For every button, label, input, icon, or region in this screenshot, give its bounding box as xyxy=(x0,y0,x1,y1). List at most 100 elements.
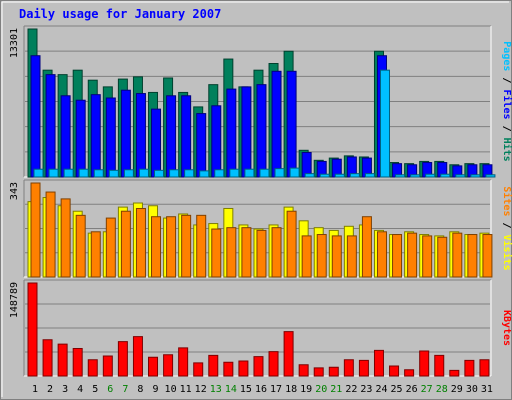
bar-kbytes-day-21 xyxy=(328,366,339,377)
bar-sites-day-2 xyxy=(45,191,56,278)
bar-pages-day-5 xyxy=(93,169,104,178)
bar-files-day-8 xyxy=(135,93,146,178)
bar-pages-day-22 xyxy=(349,173,360,178)
x-tick-label: 6 xyxy=(107,384,113,395)
x-tick-label: 4 xyxy=(77,384,83,395)
bar-files-day-14 xyxy=(226,88,237,178)
bar-sites-day-27 xyxy=(422,235,433,278)
bar-sites-day-24 xyxy=(376,231,387,278)
bar-kbytes-day-3 xyxy=(57,343,68,377)
bar-kbytes-day-13 xyxy=(208,354,219,377)
bar-kbytes-day-12 xyxy=(193,362,204,377)
bar-kbytes-day-15 xyxy=(238,360,249,377)
panel-series-label: Pages / Files / Hits xyxy=(501,41,512,161)
bar-pages-day-14 xyxy=(229,168,240,178)
x-tick-label: 20 xyxy=(315,384,327,395)
bar-kbytes-day-30 xyxy=(464,359,475,377)
chart-title: Daily usage for January 2007 xyxy=(19,7,221,21)
panel-series-label-part: KBytes xyxy=(501,310,512,346)
bar-sites-day-13 xyxy=(211,228,222,278)
bar-pages-day-29 xyxy=(455,174,466,178)
x-tick-label: 12 xyxy=(195,384,207,395)
bar-pages-day-7 xyxy=(123,169,134,178)
x-tick-label: 1 xyxy=(32,384,38,395)
bar-kbytes-day-5 xyxy=(87,359,98,377)
x-tick-label: 31 xyxy=(481,384,493,395)
panel-series-label-part: Visits xyxy=(501,235,512,271)
bar-pages-day-4 xyxy=(78,168,89,178)
bar-sites-day-21 xyxy=(331,235,342,278)
bar-pages-day-23 xyxy=(364,173,375,178)
x-tick-label: 8 xyxy=(137,384,143,395)
bar-kbytes-day-1 xyxy=(27,282,38,377)
x-tick-label: 21 xyxy=(330,384,342,395)
bar-sites-day-25 xyxy=(392,234,403,278)
bar-files-day-11 xyxy=(181,95,192,178)
x-tick-label: 23 xyxy=(360,384,372,395)
x-tick-label: 26 xyxy=(406,384,418,395)
x-tick-label: 30 xyxy=(466,384,478,395)
bar-pages-day-10 xyxy=(169,169,180,178)
bar-pages-day-24 xyxy=(379,69,390,178)
bar-kbytes-day-23 xyxy=(358,359,369,377)
bar-sites-day-29 xyxy=(452,232,463,278)
x-tick-label: 15 xyxy=(240,384,252,395)
x-tick-label: 18 xyxy=(285,384,297,395)
bar-kbytes-day-28 xyxy=(434,354,445,377)
x-tick-label: 13 xyxy=(210,384,222,395)
x-tick-label: 19 xyxy=(300,384,312,395)
bar-pages-day-17 xyxy=(274,168,285,178)
panel-series-label-part: / xyxy=(501,120,512,138)
x-tick-label: 11 xyxy=(180,384,192,395)
x-tick-label: 16 xyxy=(255,384,267,395)
bar-files-day-16 xyxy=(256,84,267,178)
bar-sites-day-5 xyxy=(90,231,101,278)
bar-kbytes-day-16 xyxy=(253,356,264,377)
bar-sites-day-6 xyxy=(105,217,116,278)
x-tick-label: 5 xyxy=(92,384,98,395)
bar-files-day-1 xyxy=(30,55,41,178)
bar-pages-day-21 xyxy=(334,173,345,178)
bar-files-day-17 xyxy=(271,70,282,178)
panel-series-label-part: Pages xyxy=(501,41,512,71)
bar-sites-day-17 xyxy=(271,227,282,278)
panel-kbytes: 148789 KBytes xyxy=(9,279,512,377)
bar-pages-day-20 xyxy=(319,173,330,178)
bar-kbytes-day-18 xyxy=(283,331,294,377)
bar-sites-day-28 xyxy=(437,236,448,278)
panel-series-label: KBytes xyxy=(501,310,512,346)
bar-sites-day-22 xyxy=(346,235,357,278)
bar-sites-day-9 xyxy=(151,216,162,278)
bar-pages-day-12 xyxy=(199,170,210,178)
bar-files-day-18 xyxy=(286,70,297,178)
bar-kbytes-day-4 xyxy=(72,347,83,377)
bar-pages-day-2 xyxy=(48,168,59,178)
bar-sites-day-31 xyxy=(482,234,493,278)
bar-sites-day-19 xyxy=(301,235,312,278)
bar-files-day-13 xyxy=(211,105,222,178)
bar-pages-day-30 xyxy=(470,174,481,178)
bar-sites-day-7 xyxy=(120,210,131,278)
bar-kbytes-day-27 xyxy=(419,350,430,377)
bar-files-day-6 xyxy=(105,97,116,178)
bar-sites-day-10 xyxy=(166,216,177,278)
panel-series-label-part: / xyxy=(501,71,512,89)
bar-files-day-10 xyxy=(166,95,177,178)
bar-pages-day-11 xyxy=(184,169,195,178)
x-tick-label: 17 xyxy=(270,384,282,395)
bar-sites-day-14 xyxy=(226,227,237,278)
bar-kbytes-day-11 xyxy=(178,347,189,377)
bar-kbytes-day-10 xyxy=(163,354,174,377)
bar-files-day-12 xyxy=(196,113,207,178)
panel-series-label-part: Files xyxy=(501,89,512,119)
bar-files-day-4 xyxy=(75,99,86,178)
panel-hits-files-pages: 13301 Pages / Files / Hits xyxy=(9,25,512,178)
x-axis-day-labels: 1 2 3 4 5 6 7 8 9 10 11 12 13 14 15 16 17 18 19 20 21 22 23 24 2… xyxy=(32,384,493,395)
x-tick-label: 24 xyxy=(375,384,387,395)
bar-sites-day-3 xyxy=(60,198,71,278)
bar-sites-day-16 xyxy=(256,229,267,278)
panel-max-label: 13301 xyxy=(9,28,20,58)
bar-files-day-9 xyxy=(151,108,162,178)
series-sites xyxy=(30,182,493,278)
bar-pages-day-13 xyxy=(214,169,225,178)
